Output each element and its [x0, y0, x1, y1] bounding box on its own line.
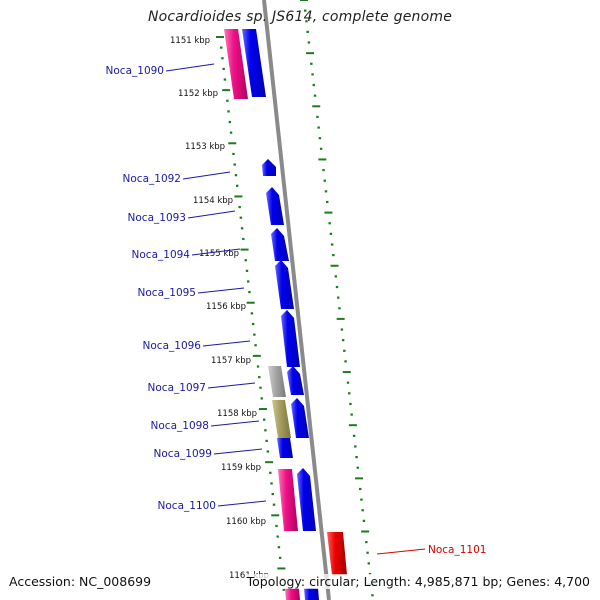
- label-leader-line: [210, 420, 260, 427]
- scale-label: 1154 kbp: [193, 196, 233, 206]
- gene-label[interactable]: Noca_1098: [151, 420, 209, 432]
- cds-arrow[interactable]: [266, 187, 284, 225]
- scale-label: 1152 kbp: [178, 89, 218, 99]
- cds-arrow[interactable]: [291, 398, 309, 438]
- cds-arrow[interactable]: [262, 159, 276, 176]
- cds-arrow[interactable]: [281, 310, 300, 367]
- gene-label[interactable]: Noca_1092: [123, 173, 181, 185]
- scale-label: 1151 kbp: [170, 36, 210, 46]
- cds-arrow[interactable]: [275, 260, 294, 309]
- inner-tick-track: [216, 36, 286, 591]
- scale-label: 1153 kbp: [185, 142, 225, 152]
- gene-feature[interactable]: [224, 29, 248, 99]
- gene-label[interactable]: Noca_1096: [143, 340, 202, 352]
- gene-feature[interactable]: [268, 366, 286, 397]
- label-leader-line: [376, 548, 426, 555]
- map-title: Nocardioides sp. JS614, complete genome: [147, 9, 453, 25]
- label-leader-line: [213, 448, 263, 455]
- label-leader-line: [165, 63, 215, 72]
- cds-arrow[interactable]: [277, 438, 293, 458]
- label-leader-line: [191, 248, 241, 256]
- accession-text: Accession: NC_008699: [7, 574, 154, 589]
- scale-label: 1158 kbp: [217, 409, 257, 419]
- label-leaders: [165, 63, 426, 555]
- gene-feature[interactable]: [272, 400, 291, 438]
- gene-label[interactable]: Noca_1095: [138, 287, 196, 299]
- gene-label[interactable]: Noca_1090: [106, 65, 164, 77]
- cds-arrow[interactable]: [297, 468, 316, 531]
- gene-feature[interactable]: [327, 532, 347, 575]
- gene-label[interactable]: Noca_1099: [154, 448, 212, 460]
- gene-label[interactable]: Noca_1094: [132, 249, 191, 261]
- gene-feature[interactable]: [285, 588, 300, 600]
- cds-arrow[interactable]: [242, 29, 266, 97]
- label-leader-line: [207, 382, 256, 389]
- gene-label[interactable]: Noca_1093: [128, 212, 186, 224]
- backbone-line: [262, 0, 331, 600]
- label-leader-line: [202, 340, 251, 347]
- label-leader-line: [182, 171, 231, 180]
- gene-labels: Noca_1090 Noca_1092 Noca_1093 Noca_1094 …: [106, 65, 487, 556]
- cds-arrow[interactable]: [304, 588, 319, 600]
- topology-text: Topology: circular; Length: 4,985,871 bp…: [244, 574, 592, 589]
- scale-label: 1160 kbp: [226, 517, 266, 527]
- scale-label: 1157 kbp: [211, 356, 251, 366]
- gene-feature[interactable]: [278, 469, 298, 531]
- scale-label: 1155 kbp: [199, 249, 239, 259]
- cds-arrow[interactable]: [271, 228, 289, 261]
- feature-track: [224, 29, 347, 600]
- label-leader-line: [217, 500, 267, 507]
- scale-label: 1159 kbp: [221, 463, 261, 473]
- cds-arrow[interactable]: [287, 366, 304, 395]
- scale-label: 1156 kbp: [206, 302, 246, 312]
- label-leader-line: [187, 210, 236, 219]
- gene-label[interactable]: Noca_1101: [428, 544, 486, 556]
- gene-label[interactable]: Noca_1100: [158, 500, 216, 512]
- gene-label[interactable]: Noca_1097: [148, 382, 206, 394]
- label-leader-line: [197, 287, 245, 294]
